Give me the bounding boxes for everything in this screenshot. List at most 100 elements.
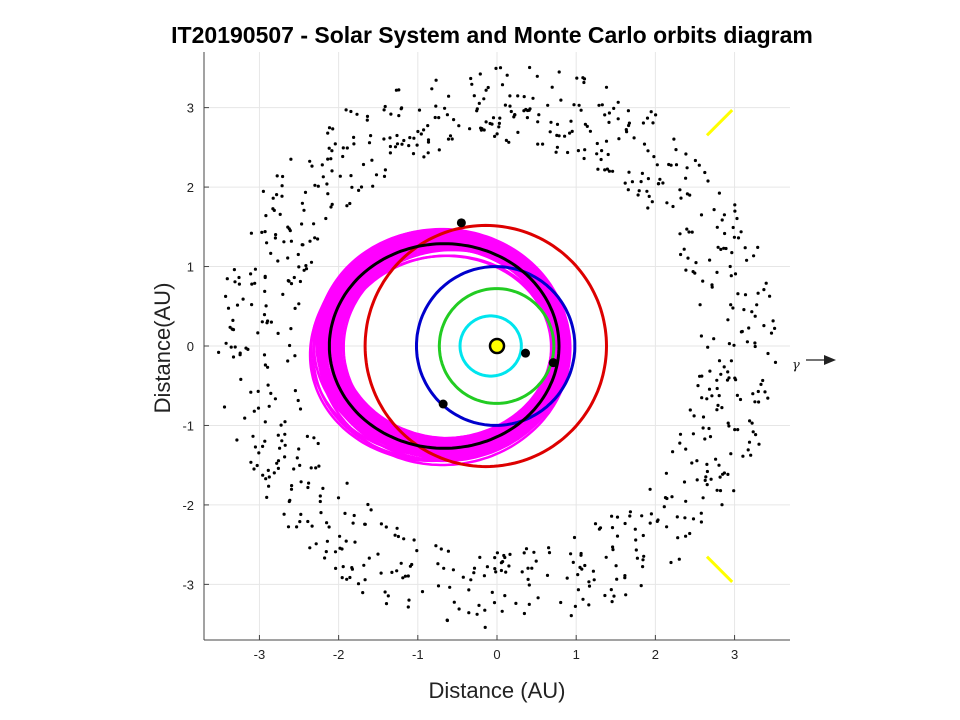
swarm-point [756,291,760,295]
swarm-point [224,294,228,298]
swarm-point [678,188,682,192]
swarm-point [304,264,308,268]
swarm-point [407,598,411,602]
swarm-point [289,487,294,491]
x-tick-label: 2 [652,647,659,662]
swarm-point [363,578,367,582]
swarm-point [298,463,302,467]
swarm-point [317,464,321,468]
swarm-point [472,571,476,575]
swarm-point [300,222,304,226]
swarm-point [341,565,345,569]
swarm-point [736,292,740,296]
swarm-point [503,594,507,598]
swarm-point [710,394,714,398]
swarm-point [684,499,688,503]
swarm-point [402,537,406,541]
swarm-point [357,188,361,192]
swarm-point [699,520,704,524]
swarm-point [615,515,620,519]
swarm-point [743,293,748,297]
swarm-point [694,261,698,265]
swarm-point [333,142,337,146]
swarm-point [569,614,573,618]
swarm-point [292,275,296,280]
swarm-point [730,251,734,255]
swarm-point [451,568,455,572]
swarm-point [647,194,651,198]
swarm-point [426,124,430,128]
swarm-point [483,608,487,612]
swarm-point [293,354,297,358]
swarm-point [266,365,270,369]
swarm-point [494,570,498,574]
swarm-point [526,108,530,113]
swarm-point [318,494,322,498]
swarm-point [369,134,373,138]
swarm-point [393,145,398,149]
swarm-point [457,607,461,611]
swarm-point [498,116,502,120]
swarm-point [395,526,399,530]
planet-orbit [458,314,523,378]
swarm-point [330,169,334,173]
swarm-point [446,549,450,553]
swarm-point [722,213,727,217]
swarm-point [412,538,416,542]
swarm-point [264,304,268,308]
swarm-point [256,389,260,393]
swarm-point [738,397,743,402]
swarm-point [493,134,497,138]
swarm-point [753,400,757,404]
swarm-point [766,396,770,400]
swarm-point [480,127,484,131]
swarm-point [587,580,591,584]
object-orbit [327,242,561,450]
swarm-point [591,569,596,573]
swarm-point [312,222,316,226]
swarm-point [691,517,696,521]
swarm-point [253,445,257,449]
swarm-point [491,116,496,120]
swarm-point [426,151,430,155]
swarm-point [573,604,578,609]
swarm-point [603,168,607,172]
swarm-point [345,577,349,581]
monte-carlo-orbit [317,231,571,462]
swarm-point [324,216,328,221]
swarm-point [448,134,453,138]
swarm-point [581,76,585,80]
swarm-point [293,306,297,310]
swarm-point [641,121,646,125]
perihelion-direction-marker [705,108,734,137]
y-tick-label: 3 [187,101,194,116]
swarm-point [708,369,712,373]
swarm-point [752,254,756,258]
swarm-point [547,546,551,550]
swarm-point [246,347,250,351]
swarm-point [522,109,526,113]
swarm-point [345,146,349,150]
swarm-point [340,576,344,580]
swarm-point [612,594,616,598]
swarm-point [340,547,344,551]
swarm-point [756,389,760,394]
swarm-point [575,76,579,80]
swarm-point [733,428,737,432]
swarm-point [334,566,338,571]
swarm-point [684,176,688,180]
swarm-point [645,189,649,193]
swarm-point [442,566,446,570]
swarm-point [729,274,733,278]
swarm-point [478,555,482,560]
swarm-point [535,74,539,78]
swarm-point [712,337,716,341]
swarm-point [726,318,730,322]
swarm-point [306,485,310,490]
swarm-point [736,428,740,432]
swarm-point [304,267,309,271]
swarm-point [679,252,683,257]
swarm-point [400,142,404,146]
swarm-point [269,251,273,255]
swarm-point [604,555,608,559]
